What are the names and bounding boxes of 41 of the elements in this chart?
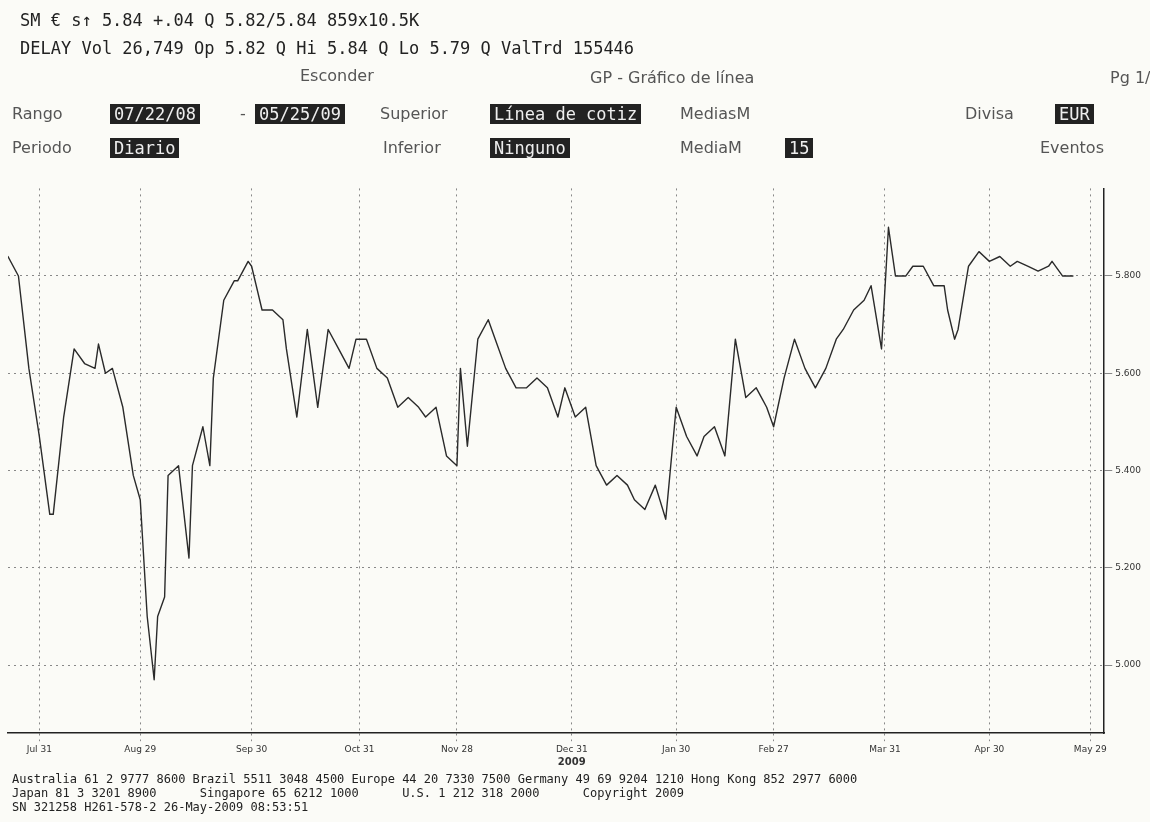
x-tick-label: Jul 31	[25, 743, 52, 754]
text: MediaM	[680, 138, 742, 157]
text: 15	[785, 138, 814, 158]
text: 2009	[557, 756, 586, 768]
y-tick-label: 5.800	[1115, 270, 1142, 281]
text: Periodo	[12, 138, 72, 157]
text: Pg 1/	[1110, 68, 1150, 87]
text: 05/25/09	[255, 104, 345, 124]
chart-title: GP - Gráfico de línea	[590, 68, 755, 87]
text: 07/22/08	[110, 104, 200, 124]
x-tick-label: Feb 27	[758, 743, 789, 754]
text: SM € s↑ 5.84 +.04 Q 5.82/5.84 859x10.5K	[20, 10, 420, 30]
text: -	[240, 104, 246, 123]
text: Rango	[12, 104, 63, 123]
text: Ninguno	[490, 138, 570, 158]
text: Línea de cotiz	[490, 104, 642, 124]
text: Australia 61 2 9777 8600 Brazil 5511 3048 4500 Europe 44 20 7330 7500 Germany 49 69 9204 1210 Hong Kong 852 2977 6000	[12, 772, 859, 786]
x-tick-label: Aug 29	[124, 743, 157, 754]
x-tick-label: May 29	[1073, 743, 1108, 754]
text: Inferior	[383, 138, 441, 157]
text: SN 321258 H261-578-2 26-May-2009 08:53:51	[12, 800, 310, 814]
x-tick-label: Nov 28	[440, 743, 474, 754]
y-tick-label: 5.200	[1115, 562, 1142, 573]
x-tick-label: Jan 30	[661, 743, 691, 754]
x-tick-label: Oct 31	[344, 743, 375, 754]
text: Japan 81 3 3201 8900 Singapore 65 6212 1000 U.S. 1 212 318 2000 Copyright 2009	[12, 786, 685, 800]
text: EUR	[1055, 104, 1094, 124]
y-tick-label: 5.600	[1115, 367, 1142, 378]
y-tick-label: 5.000	[1115, 659, 1142, 670]
x-tick-label: Dec 31	[555, 743, 588, 754]
x-tick-label: Sep 30	[235, 743, 268, 754]
text: Diario	[110, 138, 180, 158]
x-tick-label: Mar 31	[869, 743, 901, 754]
y-tick-label: 5.400	[1115, 464, 1142, 475]
text: DELAY Vol 26,749 Op 5.82 Q Hi 5.84 Q Lo 5.79 Q ValTrd 155446	[20, 38, 635, 58]
text: Divisa	[965, 104, 1014, 123]
text: Esconder	[300, 66, 374, 85]
text: Superior	[380, 104, 448, 123]
text: Eventos	[1040, 138, 1104, 157]
x-tick-label: Apr 30	[974, 743, 1005, 754]
text: MediasM	[680, 104, 751, 123]
